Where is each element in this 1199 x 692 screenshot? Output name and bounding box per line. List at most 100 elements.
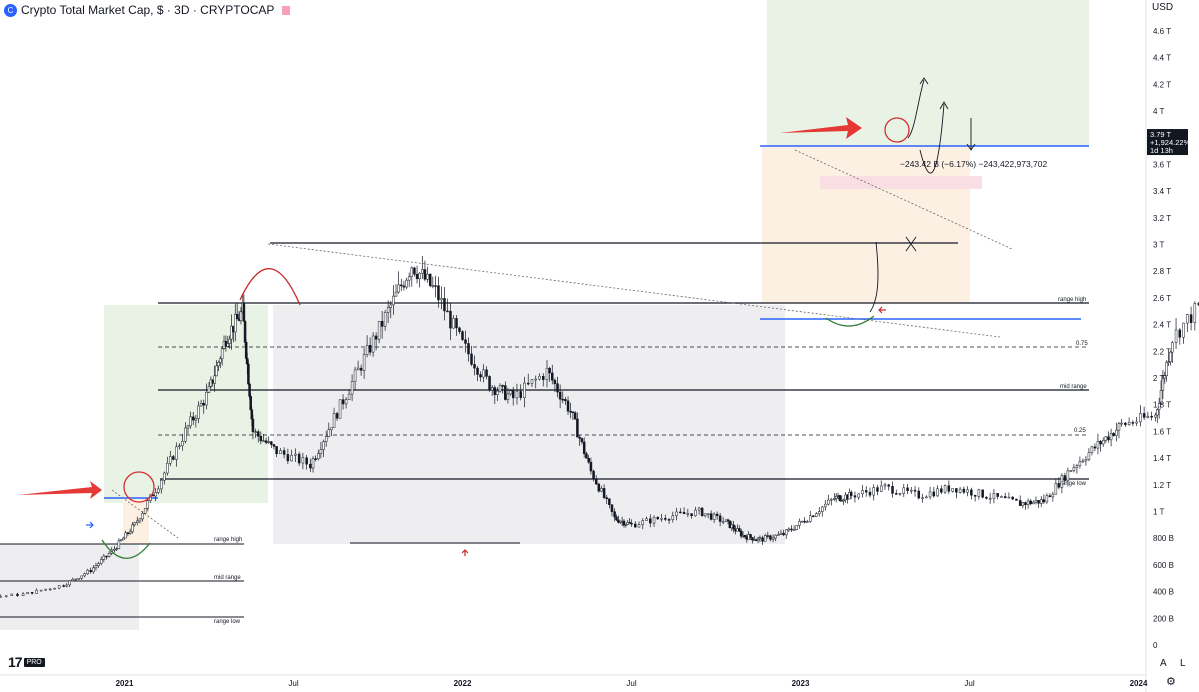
y-tick-label: 0 bbox=[1153, 641, 1158, 650]
candle bbox=[509, 390, 512, 395]
candle bbox=[564, 399, 567, 402]
candle bbox=[154, 492, 157, 497]
candle bbox=[397, 284, 400, 293]
candle bbox=[247, 363, 250, 385]
candle bbox=[921, 497, 924, 500]
candle bbox=[413, 267, 416, 275]
candle bbox=[80, 575, 83, 579]
candle bbox=[194, 418, 198, 421]
candle bbox=[1024, 502, 1027, 505]
candle bbox=[553, 379, 557, 384]
candle bbox=[690, 513, 693, 517]
candle bbox=[715, 513, 719, 517]
candle bbox=[344, 399, 348, 405]
candle bbox=[951, 488, 954, 492]
auto-scale-button[interactable]: A bbox=[1160, 658, 1167, 669]
candle bbox=[199, 402, 203, 407]
candle bbox=[906, 487, 909, 491]
currency-label[interactable]: USD bbox=[1152, 2, 1174, 13]
x-tick-label: Jul bbox=[288, 679, 298, 688]
candle bbox=[380, 320, 384, 327]
candle bbox=[290, 455, 293, 462]
candle bbox=[504, 385, 507, 400]
candle bbox=[133, 522, 136, 526]
candle bbox=[319, 449, 323, 454]
candle bbox=[16, 593, 19, 596]
candle bbox=[1096, 440, 1100, 449]
candle bbox=[872, 487, 875, 496]
candle bbox=[515, 391, 519, 399]
tradingview-logo[interactable]: 17 PRO bbox=[8, 654, 45, 670]
consolidation-zone bbox=[762, 146, 970, 303]
candle bbox=[1124, 422, 1127, 425]
candle bbox=[443, 298, 446, 312]
candle bbox=[538, 375, 541, 380]
candle bbox=[876, 487, 879, 492]
candle bbox=[561, 398, 565, 401]
log-scale-button[interactable]: L bbox=[1180, 658, 1186, 669]
cross-mark bbox=[905, 236, 917, 252]
candle bbox=[249, 396, 252, 411]
candle bbox=[440, 298, 443, 301]
candle bbox=[107, 553, 111, 557]
candle bbox=[163, 472, 166, 481]
candle bbox=[496, 390, 499, 395]
candle bbox=[962, 488, 966, 493]
candle bbox=[350, 381, 354, 395]
candle bbox=[738, 528, 741, 532]
range-label: range high bbox=[1058, 297, 1086, 303]
candle bbox=[136, 520, 139, 523]
candle bbox=[749, 534, 752, 538]
candle bbox=[10, 593, 14, 596]
candle bbox=[551, 372, 554, 381]
x-tick-label: 2022 bbox=[454, 679, 472, 688]
candle bbox=[1081, 460, 1085, 463]
candle bbox=[1026, 500, 1030, 505]
range-label: mid range bbox=[1060, 384, 1087, 390]
candle bbox=[1112, 433, 1115, 436]
candle bbox=[988, 497, 992, 500]
candle bbox=[928, 491, 932, 498]
candle bbox=[790, 528, 793, 531]
candle bbox=[117, 540, 121, 549]
candle bbox=[1039, 499, 1043, 504]
candle bbox=[1072, 467, 1076, 471]
flag-icon[interactable] bbox=[282, 5, 291, 15]
candle bbox=[259, 436, 263, 442]
candle bbox=[490, 387, 494, 391]
candle bbox=[1161, 377, 1165, 391]
range-zone-grey bbox=[273, 305, 785, 544]
candle bbox=[675, 511, 678, 517]
candle bbox=[250, 409, 254, 420]
candle bbox=[615, 516, 618, 521]
candle bbox=[834, 495, 838, 499]
candle bbox=[35, 589, 38, 594]
candle bbox=[996, 493, 999, 497]
candle bbox=[405, 279, 408, 288]
downtrend-line[interactable] bbox=[267, 243, 1001, 338]
candle bbox=[992, 493, 996, 499]
y-tick-label: 2 T bbox=[1153, 374, 1165, 383]
candle bbox=[774, 534, 777, 539]
candle bbox=[624, 524, 628, 526]
bottom-arc-2020 bbox=[101, 539, 151, 559]
gear-icon[interactable]: ⚙ bbox=[1166, 676, 1176, 688]
y-tick-label: 3.2 T bbox=[1153, 214, 1171, 223]
symbol-title[interactable]: Crypto Total Market Cap, $ · 3D · CRYPTO… bbox=[21, 3, 275, 17]
candle bbox=[766, 535, 770, 537]
candle bbox=[327, 429, 331, 437]
candle bbox=[1146, 415, 1150, 418]
candle bbox=[324, 436, 328, 442]
projection-arrow-down bbox=[966, 118, 976, 151]
candle bbox=[251, 418, 255, 433]
candle bbox=[400, 284, 403, 287]
candle bbox=[1034, 500, 1038, 503]
candle bbox=[812, 515, 815, 518]
candle bbox=[476, 367, 479, 375]
candle bbox=[311, 458, 315, 469]
y-tick-label: 2.6 T bbox=[1153, 294, 1171, 303]
y-tick-label: 1.6 T bbox=[1153, 427, 1171, 436]
candle bbox=[706, 513, 710, 515]
trendline-2020[interactable] bbox=[111, 489, 179, 539]
